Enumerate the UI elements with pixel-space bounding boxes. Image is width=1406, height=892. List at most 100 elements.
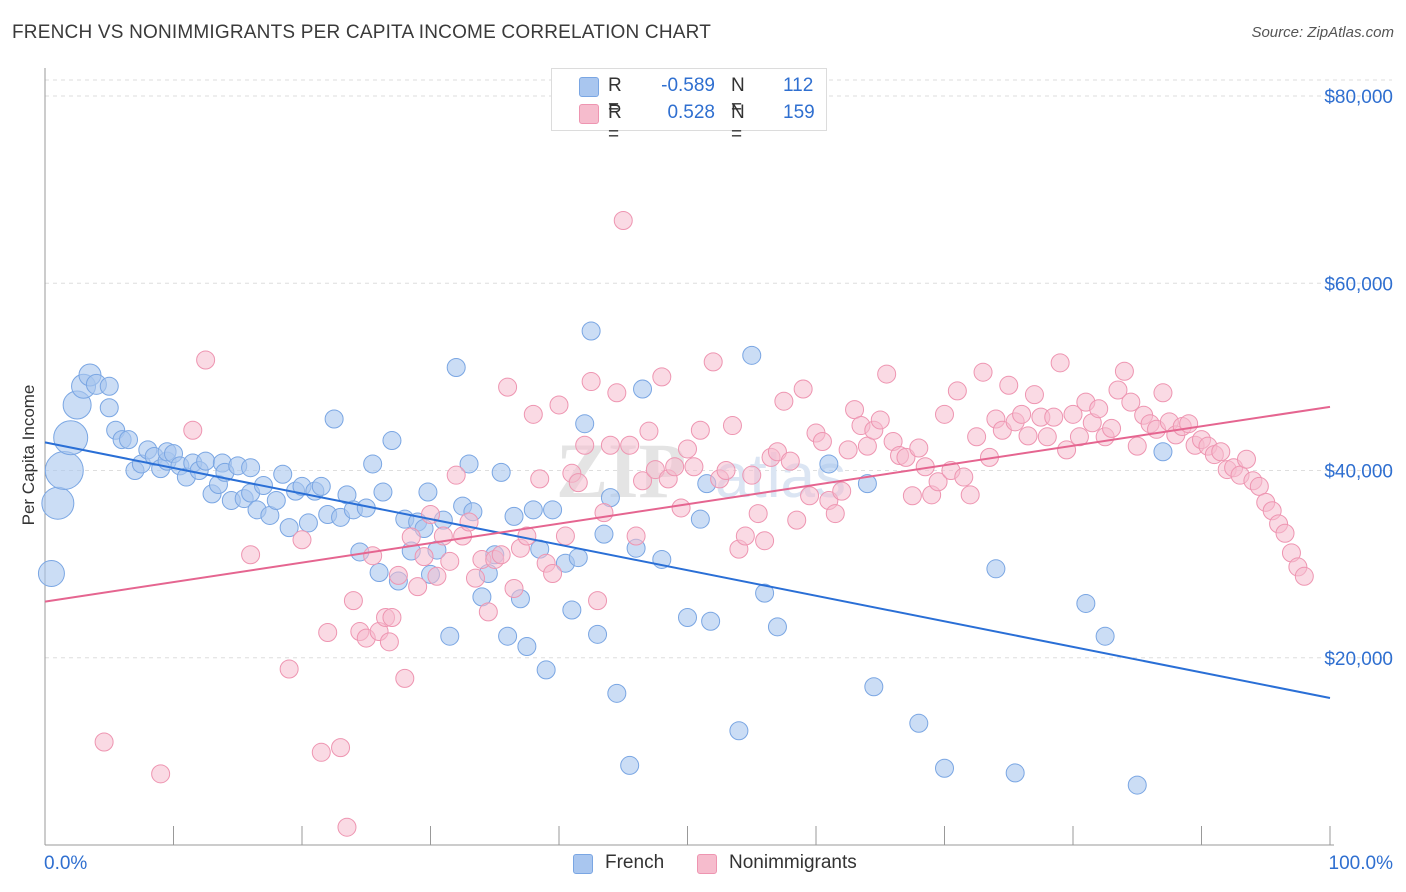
nonimmigrant-point [787, 510, 807, 530]
nonimmigrant-point [555, 526, 575, 546]
french-point [581, 321, 601, 341]
french-point [279, 518, 299, 538]
french-point [857, 474, 877, 494]
nonimmigrant-point [504, 578, 524, 598]
french-point [446, 358, 466, 378]
r-label: R = [608, 75, 622, 118]
french-point [755, 583, 775, 603]
nonimmigrant-point [1121, 392, 1141, 412]
y-tick-label: $40,000 [1324, 462, 1393, 483]
french-point [266, 490, 286, 510]
french-point [986, 559, 1006, 579]
r-value-french: -0.589 [661, 75, 715, 96]
n-label: N = [731, 102, 745, 145]
french-point [41, 486, 75, 520]
nonimmigrant-point [465, 568, 485, 588]
x-tick-label: 100.0% [1329, 853, 1394, 874]
french-point [491, 462, 511, 482]
french-point [324, 409, 344, 429]
nonimmigrant-point [581, 372, 601, 392]
legend-label-nonimmigrants: Nonimmigrants [729, 852, 857, 873]
nonimmigrant-point [967, 427, 987, 447]
nonimmigrant-point [600, 435, 620, 455]
nonimmigrant-point [1024, 385, 1044, 405]
nonimmigrant-point [1108, 380, 1128, 400]
nonimmigrant-point [427, 566, 447, 586]
nonimmigrant-point [1294, 566, 1314, 586]
nonimmigrant-point [1050, 353, 1070, 373]
nonimmigrant-point [1249, 476, 1269, 496]
nonimmigrant-point [530, 469, 550, 489]
french-point [37, 559, 65, 587]
legend-label-french: French [605, 852, 665, 873]
nonimmigrant-point [523, 404, 543, 424]
nonimmigrant-point [1127, 436, 1147, 456]
nonimmigrant-point [1012, 404, 1032, 424]
nonimmigrant-point [446, 465, 466, 485]
french-point [504, 506, 524, 526]
nonimmigrant-point [755, 531, 775, 551]
french-point [536, 660, 556, 680]
nonimmigrant-point [665, 457, 685, 477]
nonimmigrant-point [825, 504, 845, 524]
nonimmigrant-point [318, 622, 338, 642]
french-point [373, 482, 393, 502]
x-tick-label: 0.0% [44, 853, 87, 874]
nonimmigrant-point [388, 565, 408, 585]
french-point [562, 600, 582, 620]
nonimmigrant-point [774, 391, 794, 411]
nonimmigrant-point [478, 602, 498, 622]
nonimmigrant-point [1114, 361, 1134, 381]
nonimmigrant-point [1089, 399, 1109, 419]
n-value-french: 112 [783, 75, 814, 96]
french-point [119, 430, 139, 450]
french-point [498, 626, 518, 646]
nonimmigrant-point [960, 485, 980, 505]
nonimmigrant-point [151, 764, 171, 784]
french-point [1095, 626, 1115, 646]
french-point [935, 758, 954, 778]
french-point [909, 713, 929, 733]
n-label: N = [731, 75, 745, 118]
french-point [729, 721, 749, 741]
y-tick-label: $20,000 [1324, 649, 1393, 670]
french-point [440, 626, 460, 646]
nonimmigrant-point [568, 473, 588, 493]
french-point [620, 755, 640, 775]
nonimmigrant-point [716, 461, 736, 480]
nonimmigrant-point [793, 379, 813, 399]
n-value-nonimmigrants: 159 [783, 102, 815, 123]
french-point [633, 379, 653, 399]
nonimmigrant-point [690, 420, 710, 440]
french-point [742, 345, 762, 365]
nonimmigrant-point [196, 350, 216, 370]
french-point [594, 524, 614, 544]
trend-lines [44, 405, 1331, 699]
french-legend-swatch [573, 854, 593, 874]
french-point [543, 500, 563, 520]
nonimmigrant-point [857, 436, 877, 456]
stats-box: R = -0.589 N = 112 R = 0.528 N = 159 [551, 68, 827, 145]
french-point [44, 451, 84, 490]
nonimmigrant-point [947, 381, 967, 401]
french-point [1153, 442, 1173, 462]
nonimmigrant-point [1044, 407, 1064, 427]
french-trend-line [44, 441, 1331, 699]
nonimmigrant-point [382, 607, 402, 627]
nonimmigrant-point [491, 545, 511, 565]
nonimmigrant-point [1275, 523, 1295, 543]
nonimmigrant-point [620, 435, 640, 455]
nonimmigrant-point [722, 416, 742, 436]
nonimmigrant-point [1153, 383, 1173, 403]
nonimmigrant-point [379, 632, 399, 652]
french-point [701, 611, 721, 631]
nonimmigrant-point [999, 375, 1019, 395]
nonimmigrant-point [800, 486, 820, 506]
nonimmigrant-point [279, 659, 299, 679]
nonimmigrant-point [343, 591, 363, 611]
nonimmigrant-point [607, 383, 627, 403]
nonimmigrant-point [1211, 442, 1231, 462]
axes [44, 68, 1334, 846]
nonimmigrant-point [639, 421, 659, 441]
